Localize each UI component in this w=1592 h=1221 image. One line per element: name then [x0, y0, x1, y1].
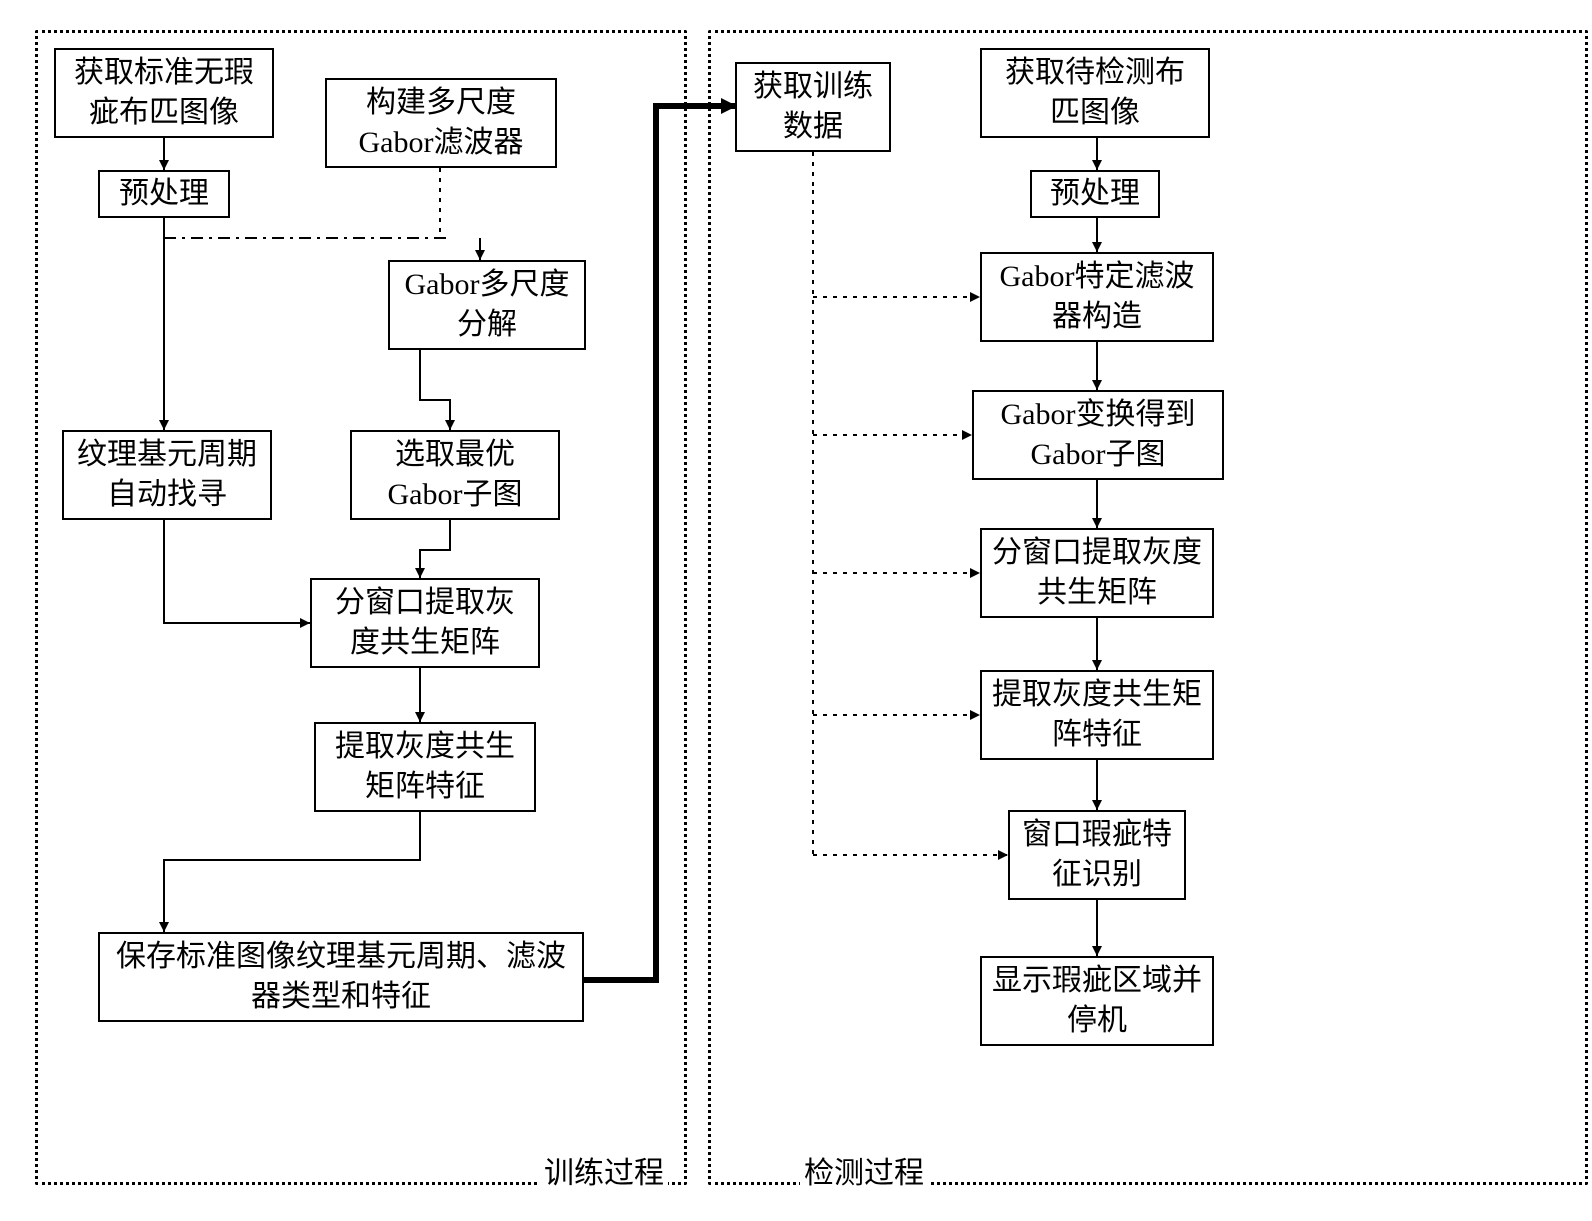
detection-panel-label: 检测过程: [800, 1148, 928, 1192]
node-save-train: 保存标准图像纹理基元周期、滤波器类型和特征: [98, 932, 584, 1022]
node-window-glcm-train: 分窗口提取灰度共生矩阵: [310, 578, 540, 668]
node-preprocess-train: 预处理: [98, 170, 230, 218]
node-feature-detect: 提取灰度共生矩阵特征: [980, 670, 1214, 760]
node-get-train-data: 获取训练数据: [735, 62, 891, 152]
node-acquire-standard: 获取标准无瑕疵布匹图像: [54, 48, 274, 138]
node-gabor-transform: Gabor变换得到Gabor子图: [972, 390, 1224, 480]
node-defect-identify: 窗口瑕疵特征识别: [1008, 810, 1186, 900]
node-window-glcm-detect: 分窗口提取灰度共生矩阵: [980, 528, 1214, 618]
node-acquire-detect: 获取待检测布匹图像: [980, 48, 1210, 138]
node-display-stop: 显示瑕疵区域并停机: [980, 956, 1214, 1046]
node-select-subimage: 选取最优Gabor子图: [350, 430, 560, 520]
node-feature-train: 提取灰度共生矩阵特征: [314, 722, 536, 812]
node-build-gabor: 构建多尺度Gabor滤波器: [325, 78, 557, 168]
flowchart-canvas: 训练过程 检测过程 获取标准无瑕疵布匹图像 预处理 构建多尺度Gabor滤波器 …: [20, 20, 1592, 1201]
node-gabor-decompose: Gabor多尺度分解: [388, 260, 586, 350]
node-preprocess-detect: 预处理: [1030, 170, 1160, 218]
training-panel-label: 训练过程: [540, 1148, 668, 1192]
node-texture-period: 纹理基元周期自动找寻: [62, 430, 272, 520]
node-filter-construct: Gabor特定滤波器构造: [980, 252, 1214, 342]
